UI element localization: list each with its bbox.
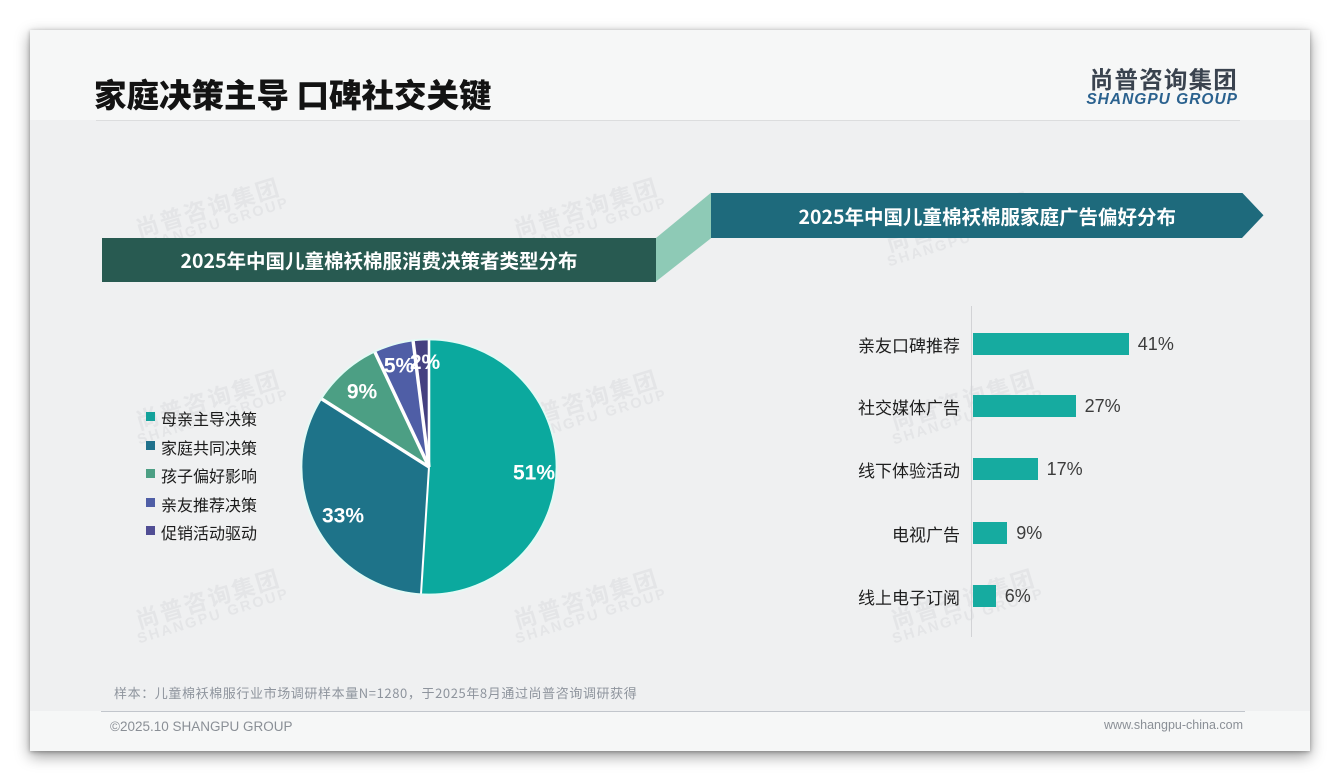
svg-text:33%: 33% bbox=[322, 505, 364, 528]
svg-text:9%: 9% bbox=[347, 381, 378, 404]
svg-text:51%: 51% bbox=[513, 462, 555, 485]
svg-text:5%: 5% bbox=[384, 355, 415, 378]
svg-text:2%: 2% bbox=[410, 351, 441, 374]
